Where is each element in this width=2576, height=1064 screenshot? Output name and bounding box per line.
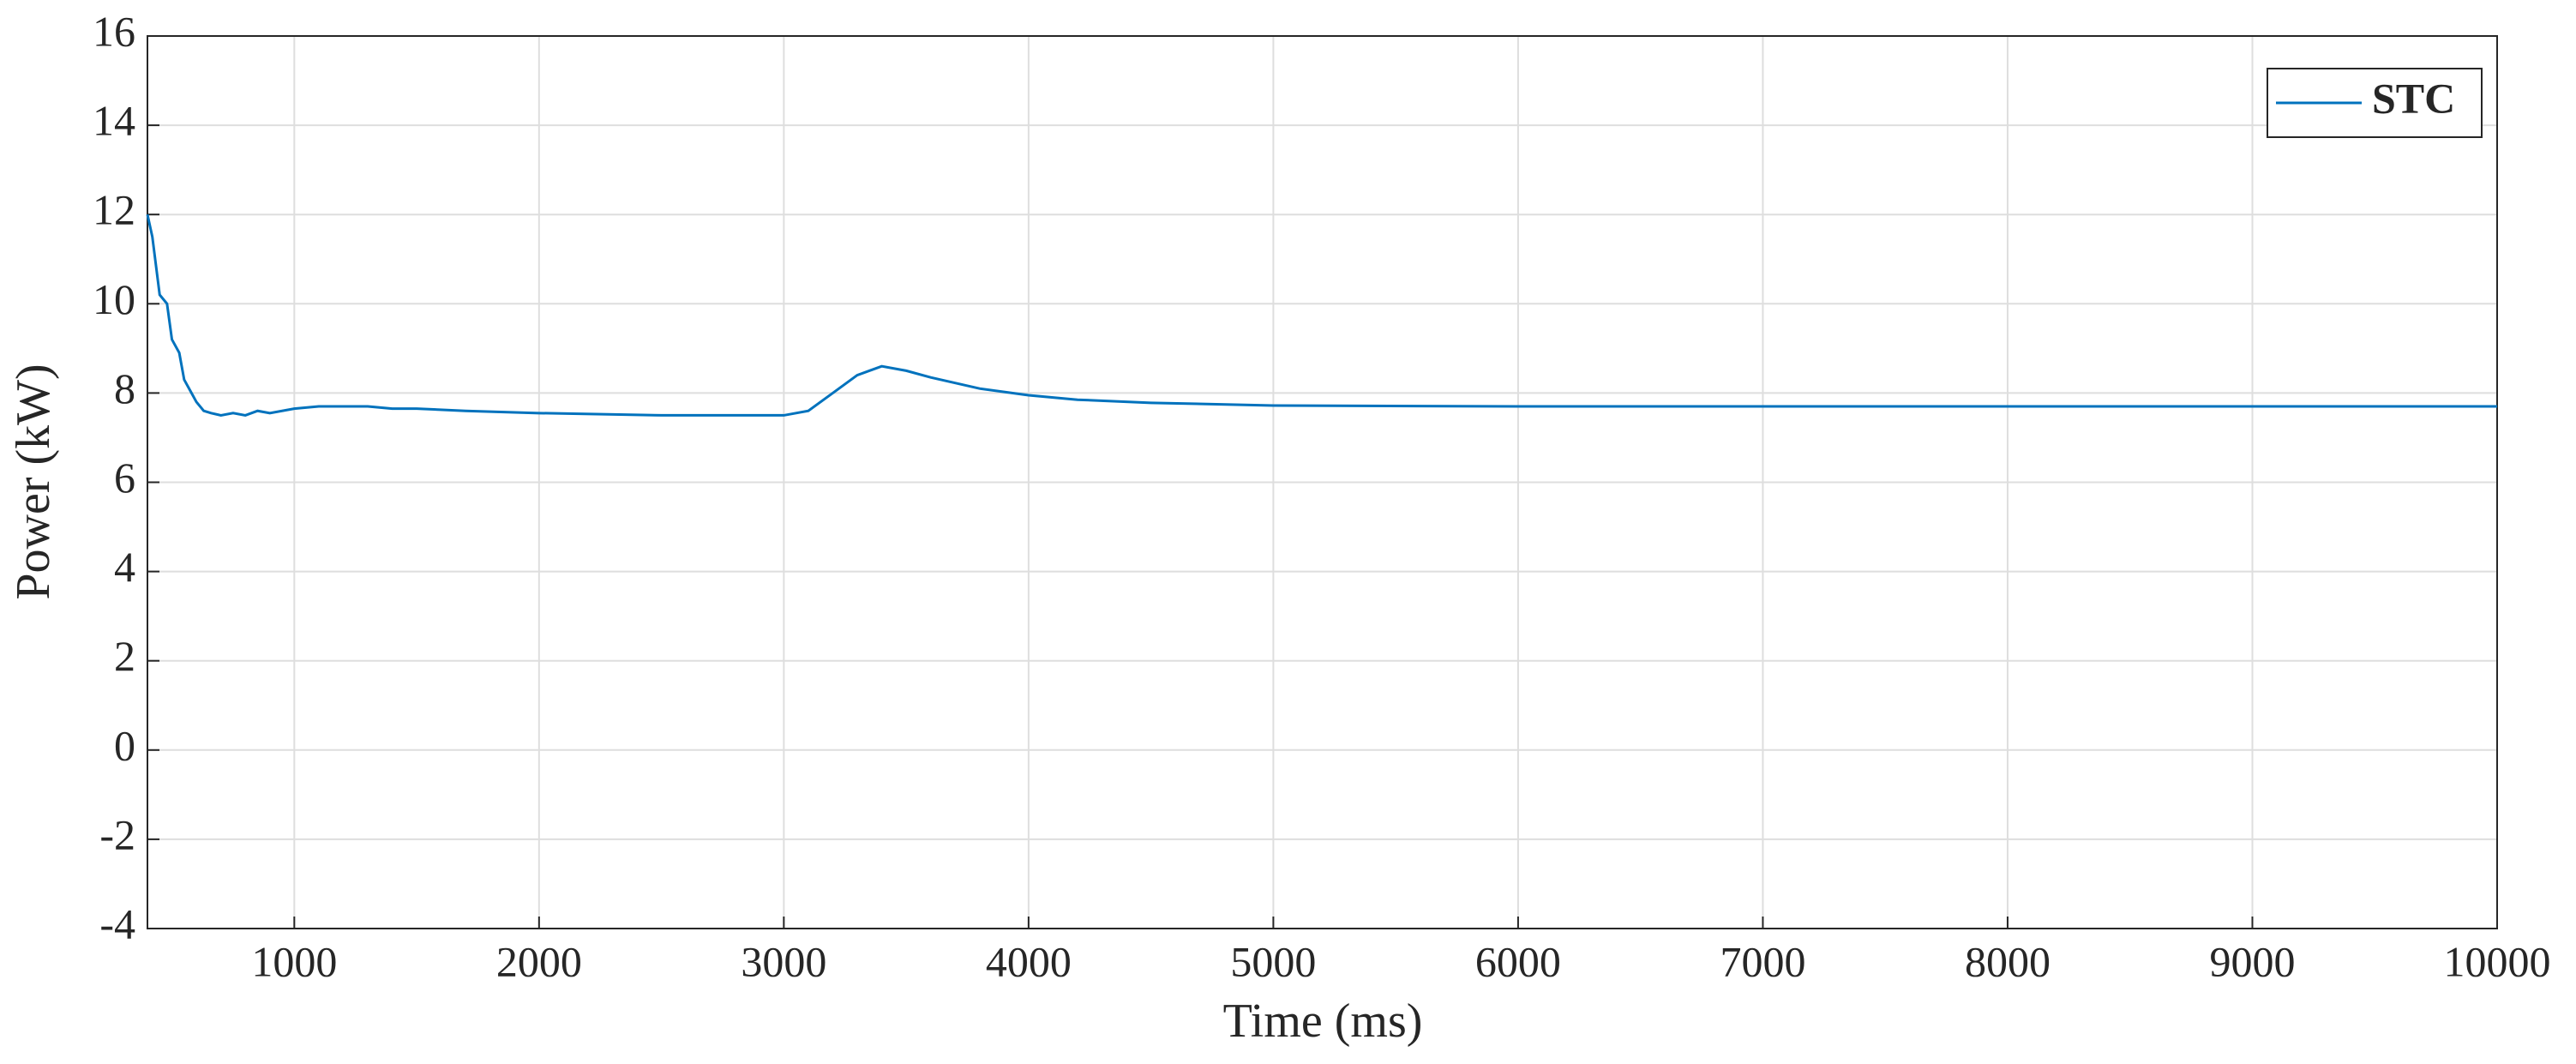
- x-tick-label: 5000: [1230, 937, 1316, 985]
- y-tick-label: 10: [93, 275, 135, 323]
- y-tick-label: 8: [114, 364, 135, 412]
- y-tick-label: 6: [114, 454, 135, 502]
- y-tick-label: 12: [93, 186, 135, 234]
- y-tick-label: 14: [93, 97, 135, 145]
- y-tick-label: -4: [99, 899, 135, 947]
- y-tick-label: 0: [114, 721, 135, 769]
- y-tick-label: 2: [114, 632, 135, 680]
- x-tick-label: 6000: [1475, 937, 1561, 985]
- plot-frame: [147, 35, 2498, 929]
- x-axis-label: Time (ms): [1223, 995, 1423, 1048]
- line-series: [146, 213, 2497, 417]
- y-tick-label: 16: [93, 7, 135, 55]
- y-axis-label: Power (kW): [7, 364, 60, 599]
- y-tick-label: 4: [114, 543, 135, 591]
- x-tick-label: 4000: [986, 937, 1072, 985]
- x-tick-label: 1000: [251, 937, 337, 985]
- x-tick-label: 2000: [496, 937, 582, 985]
- y-tick-label: -2: [99, 810, 135, 858]
- x-tick-label: 3000: [741, 937, 826, 985]
- x-tick-label: 9000: [2209, 937, 2295, 985]
- legend-label: STC: [2372, 74, 2455, 122]
- x-tick-label: 8000: [1965, 937, 2051, 985]
- x-tick-label: 10000: [2444, 937, 2551, 985]
- x-tick-label: 7000: [1720, 937, 1805, 985]
